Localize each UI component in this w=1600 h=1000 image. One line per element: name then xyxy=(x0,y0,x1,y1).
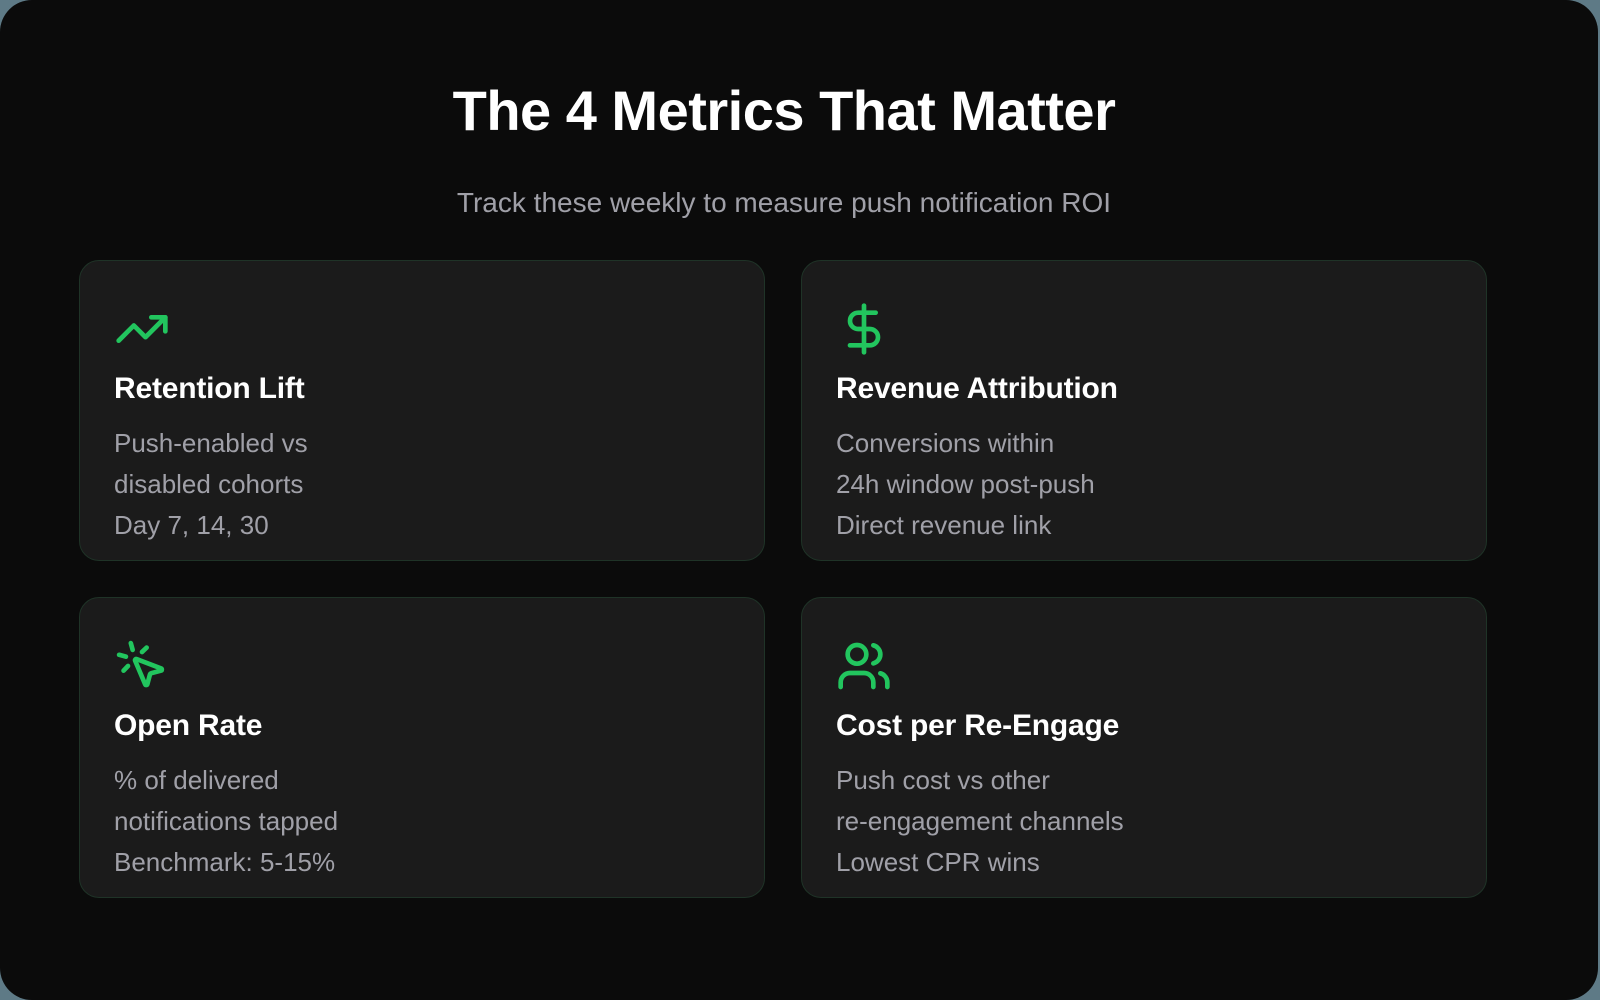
metric-description: Push cost vs other re-engagement channel… xyxy=(836,760,1124,883)
metric-line: re-engagement channels xyxy=(836,806,1124,836)
metric-line: disabled cohorts xyxy=(114,469,304,499)
users-icon xyxy=(836,638,892,694)
page-subtitle: Track these weekly to measure push notif… xyxy=(456,187,1112,218)
metric-line: Day 7, 14, 30 xyxy=(114,510,269,540)
metric-description: Conversions within 24h window post-push … xyxy=(836,423,1095,546)
metric-line: Conversions within xyxy=(836,428,1055,458)
metric-line: Push-enabled vs xyxy=(114,428,308,458)
metric-line: Benchmark: 5-15% xyxy=(114,847,336,877)
metric-title: Cost per Re-Engage xyxy=(836,709,1120,742)
metric-card-retention-lift: Retention Lift Push-enabled vs disabled … xyxy=(79,260,765,561)
metric-card-cost-per-re-engage: Cost per Re-Engage Push cost vs other re… xyxy=(801,597,1487,898)
metric-title: Retention Lift xyxy=(114,372,305,405)
mouse-pointer-click-icon xyxy=(114,638,170,694)
metric-line: Lowest CPR wins xyxy=(836,847,1040,877)
page-title: The 4 Metrics That Matter xyxy=(452,79,1116,142)
metric-title: Revenue Attribution xyxy=(836,372,1118,405)
metric-description: % of delivered notifications tapped Benc… xyxy=(114,760,338,883)
metric-line: notifications tapped xyxy=(114,806,339,836)
metric-line: % of delivered xyxy=(114,765,279,795)
metric-description: Push-enabled vs disabled cohorts Day 7, … xyxy=(114,423,308,546)
metric-line: Push cost vs other xyxy=(836,765,1050,795)
trending-up-icon xyxy=(114,301,170,357)
metric-card-revenue-attribution: Revenue Attribution Conversions within 2… xyxy=(801,260,1487,561)
metric-line: 24h window post-push xyxy=(836,469,1095,499)
dollar-sign-icon xyxy=(836,301,892,357)
metric-card-open-rate: Open Rate % of delivered notifications t… xyxy=(79,597,765,898)
metric-line: Direct revenue link xyxy=(836,510,1052,540)
metric-title: Open Rate xyxy=(114,709,263,742)
